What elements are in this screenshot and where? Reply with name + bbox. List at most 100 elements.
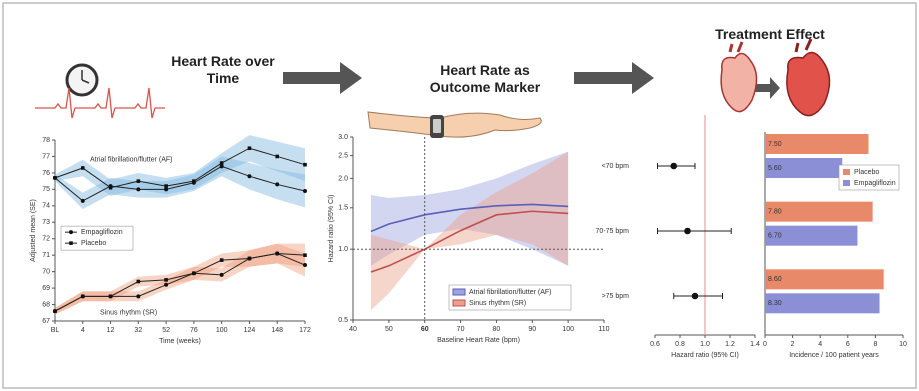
x-tick-label: 4 [818,341,822,348]
legend-marker [69,241,73,245]
y-tick-label: 67 [42,318,50,325]
y-tick-label: 76 [42,170,50,177]
y-tick-label: 73 [42,219,50,226]
y-axis-label: Adjusted mean (SE) [30,199,37,262]
bar-value-label: 8.60 [768,276,782,283]
x-axis-label: Time (weeks) [159,338,201,345]
y-tick-label: 74 [42,203,50,210]
category-label: <70 bpm [602,163,630,170]
category-label: >75 bpm [602,293,630,300]
x-axis-label: Hazard ratio (95% CI) [671,352,739,359]
x-tick-label: 1.2 [725,341,735,348]
point [164,184,168,188]
legend-label: Atrial fibrillation/flutter (AF) [469,289,551,296]
point [81,294,85,298]
point [303,163,307,167]
x-tick-label: 0.8 [675,341,685,348]
y-tick-label: 75 [42,186,50,193]
y-tick-label: 2.5 [338,152,348,159]
point [81,166,85,170]
x-tick-label: 100 [562,326,574,333]
x-tick-label: BL [51,327,60,334]
point [303,263,307,267]
point [192,181,196,185]
x-axis-label: Incidence / 100 patient years [789,352,879,359]
y-tick-label: 68 [42,301,50,308]
legend-label: Placebo [854,169,879,176]
y-tick-label: 0.5 [338,317,348,324]
legend-label: Sinus rhythm (SR) [469,300,526,307]
x-tick-label: 70 [457,326,465,333]
point [275,182,279,186]
x-tick-label: 1.4 [750,341,760,348]
point [220,258,224,262]
x-tick-label: 4 [81,327,85,334]
x-tick-label: 52 [162,327,170,334]
point [137,280,141,284]
y-tick-label: 69 [42,285,50,292]
x-tick-label: 12 [107,327,115,334]
x-tick-label: 0.6 [650,341,660,348]
x-tick-label: 8 [873,341,877,348]
x-tick-label: 76 [190,327,198,334]
x-tick-label: 6 [846,341,850,348]
x-tick-label: 2 [791,341,795,348]
x-tick-label: 100 [216,327,228,334]
x-tick-label: 124 [244,327,256,334]
bar-value-label: 5.60 [768,165,782,172]
point [220,273,224,277]
point [136,187,140,191]
y-tick-label: 2.0 [338,175,348,182]
bar-value-label: 8.30 [768,300,782,307]
point [164,283,168,287]
point [136,294,140,298]
x-tick-label: 172 [299,327,311,334]
x-tick-label: 10 [899,341,907,348]
legend-swatch [453,289,465,295]
panel-heading: Heart Rate over Time [168,53,278,87]
x-tick-label: 1.0 [700,341,710,348]
point [164,278,168,282]
point [303,189,307,193]
category-label: 70-75 bpm [596,228,630,235]
point [275,252,279,256]
x-tick-label: 0 [763,341,767,348]
y-tick-label: 72 [42,236,50,243]
y-tick-label: 1.5 [338,205,348,212]
point [53,176,57,180]
point-estimate [684,228,691,235]
legend-marker [69,230,73,234]
clock-icon [67,65,97,95]
x-tick-label: 32 [134,327,142,334]
panel-heading: Heart Rate as Outcome Marker [410,62,560,96]
point [137,179,141,183]
x-tick-label: 90 [528,326,536,333]
bar-value-label: 7.80 [768,209,782,216]
bar-value-label: 6.70 [768,233,782,240]
point-estimate [670,163,677,170]
point-estimate [692,293,699,300]
panel-heading: Treatment Effect [700,26,840,43]
point [247,256,251,260]
y-tick-label: 78 [42,137,50,144]
x-tick-label: 50 [385,326,393,333]
x-axis-label: Baseline Heart Rate (bpm) [437,337,520,344]
group-label: Atrial fibrillation/flutter (AF) [90,157,172,164]
point [164,187,168,191]
point [192,271,196,275]
legend-swatch [453,300,465,306]
bar-value-label: 7.50 [768,141,782,148]
point [275,155,279,159]
legend-label: Empagliflozin [81,229,123,236]
point [220,164,224,168]
x-tick-label: 80 [493,326,501,333]
legend-swatch [843,169,850,175]
point [81,199,85,203]
point [220,161,224,165]
point [53,309,57,313]
x-tick-label: 60 [421,326,429,333]
x-tick-label: 110 [598,326,609,333]
y-tick-label: 71 [42,252,50,259]
point [248,146,252,150]
y-tick-label: 77 [42,153,50,160]
